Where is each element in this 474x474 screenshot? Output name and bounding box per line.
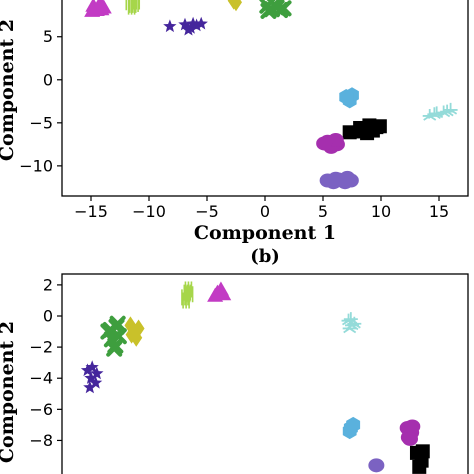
data-point-star — [186, 16, 200, 30]
data-point-bar — [184, 281, 193, 298]
data-point-tri_y — [422, 108, 437, 121]
points-bottom — [80, 281, 430, 474]
data-point-hex — [342, 423, 357, 440]
x-tick-label: −15 — [74, 202, 108, 221]
x-tick-label: −5 — [195, 202, 219, 221]
y-tick-label: −10 — [19, 156, 53, 175]
y-tick-label: 0 — [43, 70, 53, 89]
data-point-tri_y — [342, 321, 357, 334]
data-point-square — [355, 124, 370, 139]
data-point-star — [89, 375, 103, 389]
y-axis-label-bottom: Component 2 — [0, 321, 18, 463]
y-axis-label-top: Component 2 — [0, 19, 18, 161]
data-point-circle — [402, 431, 418, 446]
data-point-triangle — [207, 287, 224, 302]
data-point-triangle — [93, 1, 110, 16]
y-tick-label: −8 — [29, 431, 53, 450]
data-point-star — [181, 22, 196, 36]
data-point-x — [109, 315, 126, 332]
y-tick-label: 2 — [43, 275, 53, 294]
data-point-tri_y — [343, 312, 358, 324]
data-point-hex — [339, 89, 354, 105]
data-point-circle — [368, 458, 385, 473]
data-point-circle — [316, 136, 333, 151]
plot-frame-top — [61, 0, 469, 197]
data-point-bar — [132, 0, 141, 10]
x-tick-label: −10 — [132, 202, 166, 221]
data-point-tri_y — [427, 107, 442, 119]
data-point-square — [415, 444, 430, 459]
data-point-x — [275, 0, 292, 17]
points-top — [84, 0, 458, 190]
data-point-tri_y — [347, 316, 362, 329]
data-point-circle — [327, 171, 344, 186]
data-point-star — [90, 366, 104, 380]
y-tick-label: 5 — [43, 27, 53, 46]
data-point-bar — [131, 0, 139, 13]
x-tick-label: 15 — [429, 202, 449, 221]
data-point-x — [106, 340, 123, 357]
y-tick-label: −4 — [29, 369, 53, 388]
plot-frame-bottom — [61, 273, 469, 474]
ticks-bottom: 2 0 −2 −4 −6 −8 — [29, 275, 62, 450]
y-tick-label: −5 — [29, 113, 53, 132]
x-tick-label: 10 — [371, 202, 391, 221]
panel-bottom: 2 0 −2 −4 −6 −8 Component 2 — [0, 273, 469, 474]
panel-caption: (b) — [250, 246, 280, 267]
y-tick-label: −2 — [29, 338, 53, 357]
data-point-star — [189, 18, 204, 32]
data-point-star — [85, 360, 99, 373]
panel-top: −15 −10 −5 0 5 10 15 5 0 −5 −10 Component 1 Compon… — [0, 0, 469, 244]
ticks-top: −15 −10 −5 0 5 10 15 5 0 −5 −10 — [19, 27, 449, 221]
x-tick-label: 0 — [260, 202, 270, 221]
data-point-star — [194, 16, 208, 30]
x-tick-label: 5 — [318, 202, 328, 221]
data-point-circle — [404, 419, 421, 434]
y-tick-label: −6 — [29, 400, 53, 419]
data-point-tri_y — [440, 104, 455, 117]
data-point-star — [178, 17, 192, 31]
data-point-x — [110, 328, 127, 345]
data-point-star — [163, 19, 177, 33]
x-axis-label-top: Component 1 — [194, 222, 336, 244]
data-point-circle — [339, 170, 356, 185]
data-point-star — [80, 363, 95, 377]
data-point-diamond — [230, 0, 242, 12]
data-point-diamond — [132, 319, 145, 338]
y-tick-label: 0 — [43, 307, 53, 326]
data-point-star — [83, 380, 97, 394]
data-point-square — [412, 459, 427, 474]
data-point-star — [84, 371, 98, 384]
